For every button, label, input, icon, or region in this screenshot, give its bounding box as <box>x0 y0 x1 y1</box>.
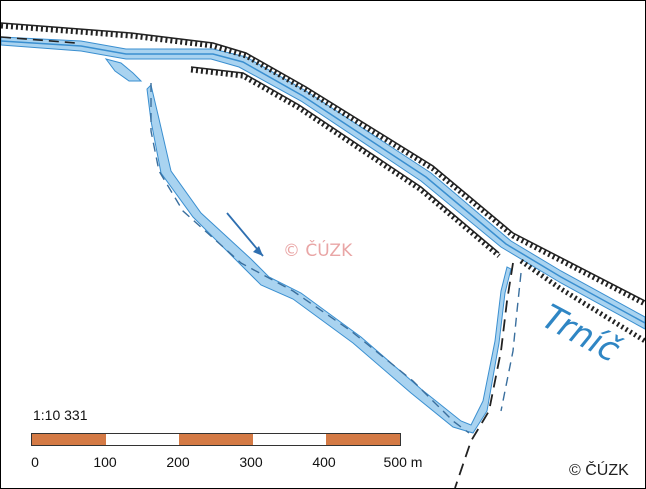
side-arm <box>146 84 512 434</box>
scale-ratio: 1:10 331 <box>33 407 88 423</box>
scale-segment <box>252 434 327 445</box>
boundary-dash-top <box>1 36 77 44</box>
scale-bar-panel: 1:10 331 0 100 200 300 400 500 m <box>23 407 423 483</box>
arm-boundary-right-blue <box>500 272 522 412</box>
inlet-pond <box>104 58 143 82</box>
south-road-right <box>519 258 645 344</box>
north-road-hatch <box>1 23 645 307</box>
upper-channel <box>1 36 645 330</box>
scale-tick: 500 m <box>383 454 423 470</box>
scale-tick: 200 <box>166 454 190 470</box>
flow-direction-arrow-icon <box>226 212 264 257</box>
scale-tick: 400 <box>312 454 336 470</box>
scale-bar <box>31 433 401 446</box>
arm-boundary-right <box>454 262 514 488</box>
copyright-notice: © ČÚZK <box>569 462 629 479</box>
scale-tick: 0 <box>31 454 39 470</box>
arm-boundary-outer <box>150 83 470 434</box>
scale-segment <box>326 434 400 445</box>
channel-centerline <box>1 40 645 324</box>
scale-segment <box>32 434 106 445</box>
south-road-hatch <box>190 67 501 258</box>
scale-segment <box>105 434 180 445</box>
watermark: © ČÚZK <box>283 241 353 261</box>
scale-segment <box>179 434 253 445</box>
scale-tick: 300 <box>239 454 263 470</box>
scale-tick: 100 <box>93 454 117 470</box>
